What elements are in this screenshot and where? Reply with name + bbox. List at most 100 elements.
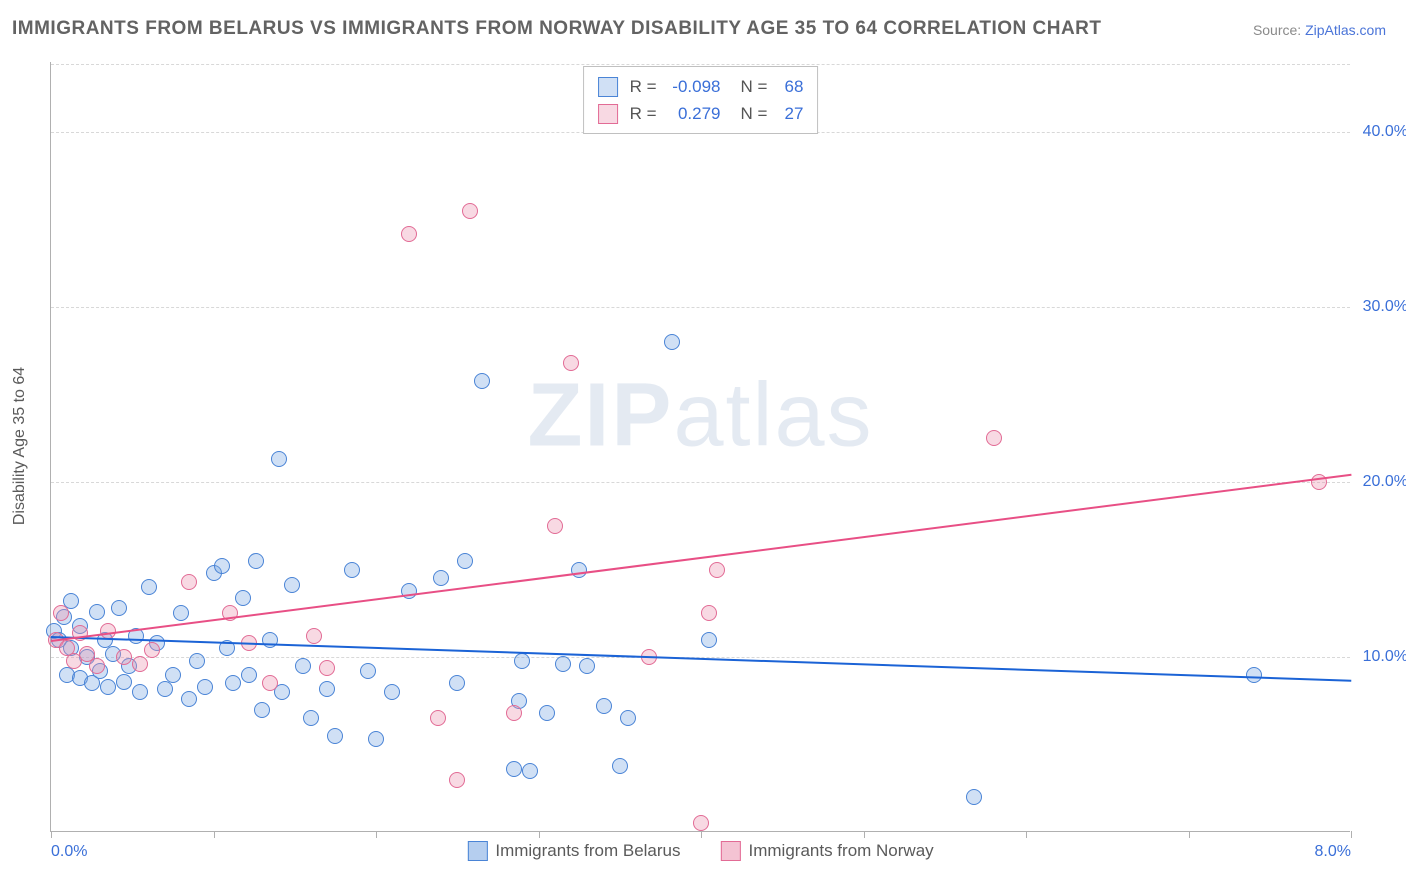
scatter-point <box>197 679 213 695</box>
x-tick-label: 0.0% <box>51 843 87 861</box>
chart-title: IMMIGRANTS FROM BELARUS VS IMMIGRANTS FR… <box>12 18 1102 40</box>
scatter-point <box>181 691 197 707</box>
scatter-point <box>1246 667 1262 683</box>
scatter-point <box>547 518 563 534</box>
legend-R-value: 0.279 <box>665 100 721 127</box>
scatter-point <box>225 675 241 691</box>
y-tick-label: 10.0% <box>1363 648 1406 666</box>
x-tick <box>376 831 377 838</box>
scatter-point <box>457 553 473 569</box>
source-link[interactable]: ZipAtlas.com <box>1305 22 1386 38</box>
scatter-point <box>214 558 230 574</box>
legend-R-label: R = <box>630 100 657 127</box>
scatter-point <box>563 355 579 371</box>
scatter-point <box>241 667 257 683</box>
y-axis-label: Disability Age 35 to 64 <box>11 367 29 525</box>
y-tick-label: 20.0% <box>1363 473 1406 491</box>
scatter-point <box>966 789 982 805</box>
scatter-point <box>116 649 132 665</box>
x-tick <box>864 831 865 838</box>
x-tick-label: 8.0% <box>1315 843 1351 861</box>
scatter-point <box>295 658 311 674</box>
scatter-point <box>319 660 335 676</box>
scatter-point <box>303 710 319 726</box>
series-legend: Immigrants from Belarus Immigrants from N… <box>467 841 933 861</box>
legend-N-value: 27 <box>775 100 803 127</box>
scatter-point <box>132 656 148 672</box>
scatter-point <box>449 675 465 691</box>
series-legend-label: Immigrants from Belarus <box>495 841 680 861</box>
legend-swatch <box>598 77 618 97</box>
plot-area: ZIPatlas R = -0.098 N = 68 R = 0.279 N = 27… <box>50 62 1350 832</box>
scatter-point <box>539 705 555 721</box>
scatter-point <box>344 562 360 578</box>
scatter-point <box>157 681 173 697</box>
scatter-point <box>262 675 278 691</box>
legend-swatch <box>721 841 741 861</box>
scatter-point <box>709 562 725 578</box>
x-tick <box>51 831 52 838</box>
legend-row: R = 0.279 N = 27 <box>598 100 804 127</box>
x-tick <box>539 831 540 838</box>
scatter-point <box>89 658 105 674</box>
legend-swatch <box>598 104 618 124</box>
scatter-point <box>506 761 522 777</box>
scatter-point <box>53 605 69 621</box>
scatter-point <box>433 570 449 586</box>
x-tick <box>1189 831 1190 838</box>
legend-N-value: 68 <box>775 73 803 100</box>
scatter-point <box>401 226 417 242</box>
scatter-point <box>474 373 490 389</box>
scatter-point <box>462 203 478 219</box>
x-tick <box>1351 831 1352 838</box>
gridline <box>51 482 1350 483</box>
legend-R-label: R = <box>630 73 657 100</box>
gridline <box>51 307 1350 308</box>
scatter-point <box>384 684 400 700</box>
scatter-point <box>514 653 530 669</box>
chart-container: IMMIGRANTS FROM BELARUS VS IMMIGRANTS FR… <box>0 0 1406 892</box>
scatter-point <box>620 710 636 726</box>
scatter-point <box>284 577 300 593</box>
scatter-point <box>116 674 132 690</box>
scatter-point <box>144 642 160 658</box>
scatter-point <box>522 763 538 779</box>
scatter-point <box>189 653 205 669</box>
scatter-point <box>248 553 264 569</box>
scatter-point <box>360 663 376 679</box>
y-tick-label: 30.0% <box>1363 298 1406 316</box>
scatter-point <box>111 600 127 616</box>
scatter-point <box>449 772 465 788</box>
watermark: ZIPatlas <box>527 364 873 467</box>
scatter-point <box>165 667 181 683</box>
legend-R-value: -0.098 <box>665 73 721 100</box>
scatter-point <box>100 623 116 639</box>
series-legend-item: Immigrants from Belarus <box>467 841 680 861</box>
scatter-point <box>235 590 251 606</box>
scatter-point <box>664 334 680 350</box>
legend-row: R = -0.098 N = 68 <box>598 73 804 100</box>
scatter-point <box>319 681 335 697</box>
scatter-point <box>254 702 270 718</box>
scatter-point <box>306 628 322 644</box>
x-tick <box>701 831 702 838</box>
scatter-point <box>89 604 105 620</box>
series-legend-item: Immigrants from Norway <box>721 841 934 861</box>
scatter-point <box>327 728 343 744</box>
scatter-point <box>555 656 571 672</box>
legend-N-label: N = <box>741 100 768 127</box>
correlation-legend: R = -0.098 N = 68 R = 0.279 N = 27 <box>583 66 819 134</box>
scatter-point <box>271 451 287 467</box>
scatter-point <box>141 579 157 595</box>
watermark-rest: atlas <box>673 365 873 465</box>
legend-N-label: N = <box>741 73 768 100</box>
scatter-point <box>579 658 595 674</box>
scatter-point <box>986 430 1002 446</box>
scatter-point <box>132 684 148 700</box>
x-tick <box>1026 831 1027 838</box>
gridline <box>51 64 1350 65</box>
scatter-point <box>693 815 709 831</box>
scatter-point <box>173 605 189 621</box>
watermark-bold: ZIP <box>527 365 673 465</box>
legend-swatch <box>467 841 487 861</box>
